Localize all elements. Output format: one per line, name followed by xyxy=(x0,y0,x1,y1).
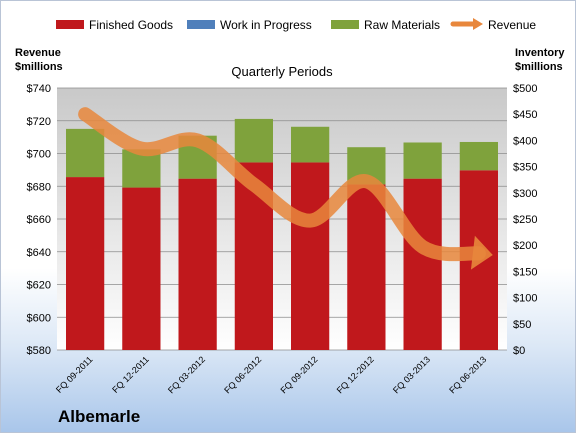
category-label: FQ 03-2012 xyxy=(166,354,207,395)
bar-finished-goods xyxy=(66,177,105,350)
left-tick-label: $660 xyxy=(27,214,51,226)
right-tick-label: $300 xyxy=(513,188,537,200)
category-label: FQ 06-2013 xyxy=(447,354,488,395)
right-tick-label: $400 xyxy=(513,135,537,147)
left-axis-title-line2: $millions xyxy=(15,61,63,73)
bar-raw-materials xyxy=(234,118,273,163)
left-axis-title-line1: Revenue xyxy=(15,47,61,59)
bar-finished-goods xyxy=(347,184,386,350)
revenue-line xyxy=(78,107,486,262)
left-tick-label: $700 xyxy=(27,149,51,161)
left-tick-label: $740 xyxy=(27,83,51,95)
category-label: FQ 12-2012 xyxy=(335,354,376,395)
company-name: Albemarle xyxy=(58,407,140,426)
category-labels: FQ 09-2011 FQ 12-2011 FQ 03-2012 FQ 06-2012… xyxy=(54,354,488,395)
legend: Finished Goods Work in Progress Raw Mate… xyxy=(56,18,536,32)
line-layer xyxy=(78,107,493,270)
left-tick-label: $640 xyxy=(27,247,51,259)
left-tick-label: $680 xyxy=(27,181,51,193)
legend-label-revenue: Revenue xyxy=(488,18,536,32)
bar-raw-materials xyxy=(459,141,498,171)
legend-swatch-raw-materials xyxy=(331,20,359,29)
revenue-arrowhead xyxy=(470,235,493,270)
right-tick-label: $500 xyxy=(513,83,537,95)
legend-swatch-work-in-progress xyxy=(187,20,215,29)
bar-raw-materials xyxy=(403,142,442,179)
right-axis-title-line2: $millions xyxy=(515,61,563,73)
right-tick-label: $450 xyxy=(513,109,537,121)
legend-swatch-finished-goods xyxy=(56,20,84,29)
right-tick-label: $100 xyxy=(513,293,537,305)
category-label: FQ 12-2011 xyxy=(110,354,151,395)
bars-layer xyxy=(66,118,498,350)
bar-raw-materials xyxy=(66,128,105,178)
right-tick-label: $350 xyxy=(513,162,537,174)
right-axis-title-line1: Inventory xyxy=(515,47,565,59)
category-label: FQ 03-2013 xyxy=(391,354,432,395)
right-tick-label: $250 xyxy=(513,214,537,226)
right-tick-label: $0 xyxy=(513,345,525,357)
left-tick-labels: $740 $720 $700 $680 $660 $640 $620 $600 $580 xyxy=(27,83,51,357)
bar-finished-goods xyxy=(178,178,217,350)
legend-label-raw-materials: Raw Materials xyxy=(364,18,440,32)
right-tick-labels: $500 $450 $400 $350 $300 $250 $200 $150 $100 $50 $… xyxy=(513,83,537,357)
left-tick-label: $720 xyxy=(27,116,51,128)
category-label: FQ 06-2012 xyxy=(222,354,263,395)
category-label: FQ 09-2012 xyxy=(279,354,320,395)
chart-title: Quarterly Periods xyxy=(231,64,333,79)
bar-raw-materials xyxy=(291,126,330,163)
legend-swatch-revenue-arrow xyxy=(473,18,483,30)
right-tick-label: $200 xyxy=(513,240,537,252)
bar-finished-goods xyxy=(291,162,330,350)
legend-label-work-in-progress: Work in Progress xyxy=(220,18,312,32)
right-tick-label: $150 xyxy=(513,266,537,278)
legend-label-finished-goods: Finished Goods xyxy=(89,18,173,32)
right-tick-label: $50 xyxy=(513,319,531,331)
left-tick-label: $620 xyxy=(27,280,51,292)
left-tick-label: $600 xyxy=(27,312,51,324)
category-label: FQ 09-2011 xyxy=(54,354,95,395)
left-tick-label: $580 xyxy=(27,345,51,357)
bar-finished-goods xyxy=(403,178,442,350)
bar-finished-goods xyxy=(122,187,161,350)
